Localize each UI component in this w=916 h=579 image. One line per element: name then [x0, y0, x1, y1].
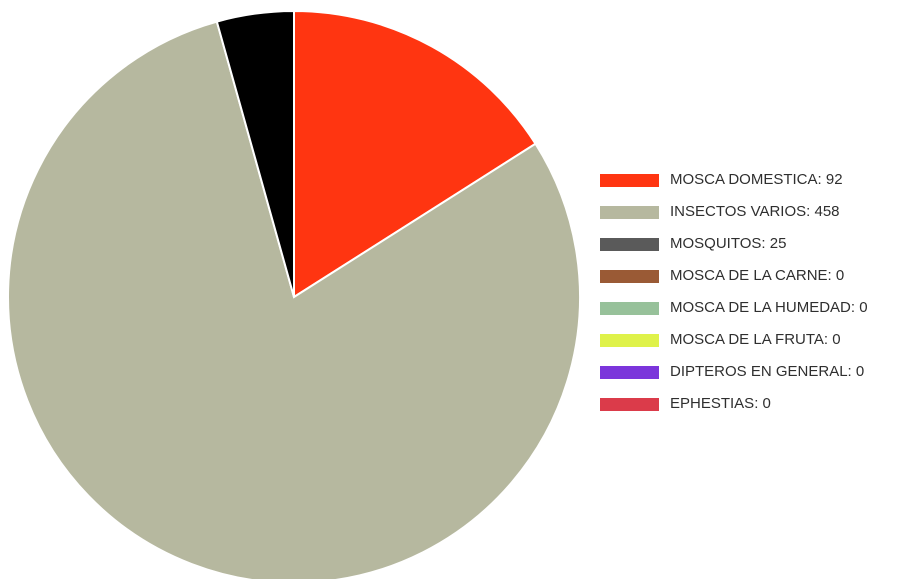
- legend-item-mosca-domestica[interactable]: MOSCA DOMESTICA: 92: [600, 168, 916, 192]
- legend-label: EPHESTIAS: 0: [670, 395, 771, 412]
- legend-item-mosca-de-la-humedad[interactable]: MOSCA DE LA HUMEDAD: 0: [600, 296, 916, 320]
- pie-slices: [7, 9, 581, 579]
- legend-label: INSECTOS VARIOS: 458: [670, 203, 840, 220]
- legend-label: MOSCA DE LA FRUTA: 0: [670, 331, 841, 348]
- legend-label: DIPTEROS EN GENERAL: 0: [670, 363, 865, 380]
- chart-legend: MOSCA DOMESTICA: 92 INSECTOS VARIOS: 458…: [600, 168, 916, 424]
- legend-swatch: [600, 365, 659, 379]
- legend-item-insectos-varios[interactable]: INSECTOS VARIOS: 458: [600, 200, 916, 224]
- legend-item-ephestias[interactable]: EPHESTIAS: 0: [600, 392, 916, 416]
- legend-label: MOSCA DE LA HUMEDAD: 0: [670, 299, 868, 316]
- legend-item-mosquitos[interactable]: MOSQUITOS: 25: [600, 232, 916, 256]
- legend-item-mosca-de-la-carne[interactable]: MOSCA DE LA CARNE: 0: [600, 264, 916, 288]
- legend-label: MOSCA DOMESTICA: 92: [670, 171, 843, 188]
- legend-label: MOSCA DE LA CARNE: 0: [670, 267, 845, 284]
- legend-swatch: [600, 333, 659, 347]
- legend-swatch: [600, 205, 659, 219]
- legend-swatch: [600, 237, 659, 251]
- legend-swatch: [600, 397, 659, 411]
- pie-slice-insectos-varios[interactable]: [7, 20, 581, 579]
- legend-item-mosca-de-la-fruta[interactable]: MOSCA DE LA FRUTA: 0: [600, 328, 916, 352]
- legend-item-dipteros-en-general[interactable]: DIPTEROS EN GENERAL: 0: [600, 360, 916, 384]
- legend-swatch: [600, 301, 659, 315]
- legend-swatch: [600, 173, 659, 187]
- legend-swatch: [600, 269, 659, 283]
- pie-slice-mosquitos[interactable]: [215, 9, 295, 298]
- pie-slice-mosca-domestica[interactable]: [293, 9, 537, 299]
- legend-label: MOSQUITOS: 25: [670, 235, 787, 252]
